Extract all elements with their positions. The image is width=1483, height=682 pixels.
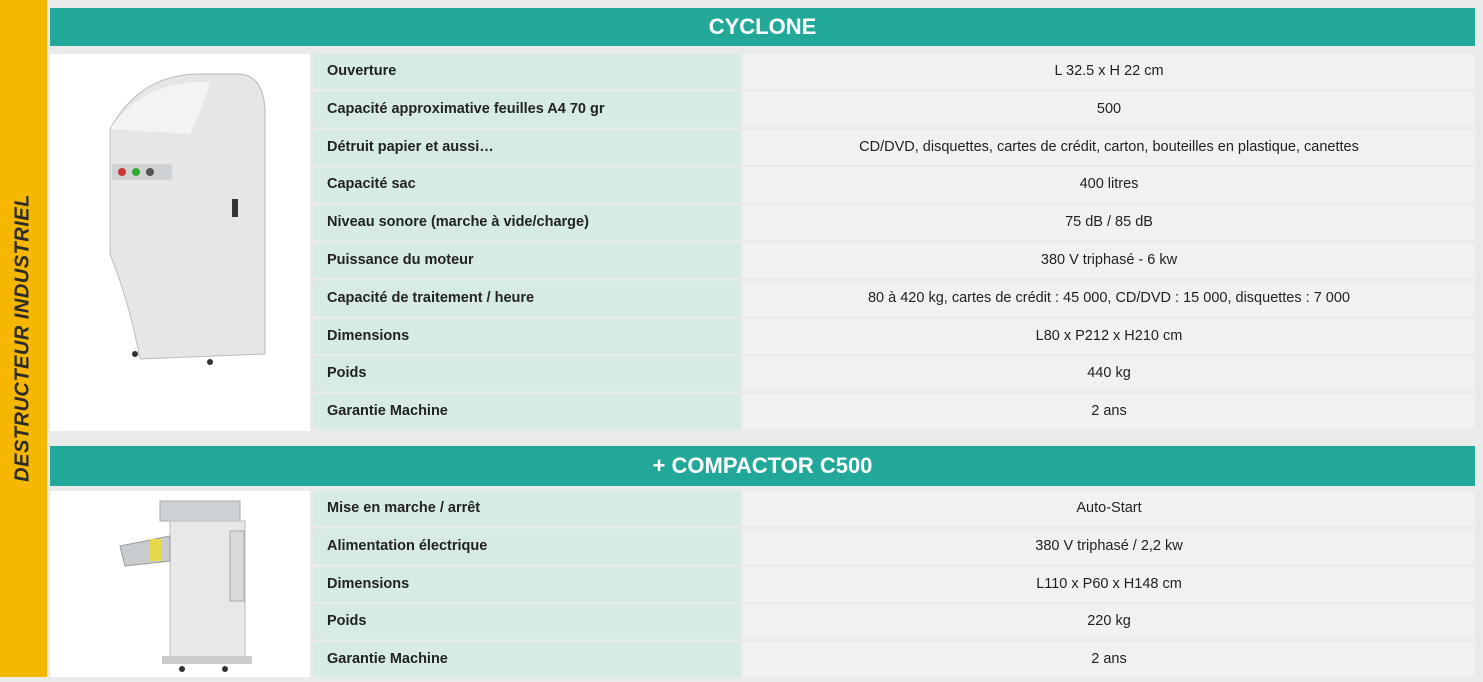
product-image	[50, 54, 310, 431]
row-value: CD/DVD, disquettes, cartes de crédit, ca…	[743, 129, 1475, 165]
row-value: 75 dB / 85 dB	[743, 205, 1475, 241]
row-value: 220 kg	[743, 604, 1475, 640]
product-image	[50, 491, 310, 677]
row-value: 400 litres	[743, 167, 1475, 203]
row-label: Puissance du moteur	[313, 243, 741, 278]
row-label: Garantie Machine	[313, 642, 741, 678]
row-label: Dimensions	[313, 318, 741, 354]
row-value: Auto-Start	[743, 491, 1475, 526]
row-label: Dimensions	[313, 566, 741, 602]
row-value: L80 x P212 x H210 cm	[743, 318, 1475, 354]
row-label: Mise en marche / arrêt	[313, 491, 741, 526]
row-value: 80 à 420 kg, cartes de crédit : 45 000, …	[743, 280, 1475, 316]
row-label: Détruit papier et aussi…	[313, 129, 741, 165]
row-label: Alimentation électrique	[313, 528, 741, 564]
shredder-drawing	[109, 73, 266, 365]
row-value: 2 ans	[743, 642, 1475, 678]
section-title: + COMPACTOR C500	[50, 446, 1475, 486]
row-label: Capacité de traitement / heure	[313, 280, 741, 316]
row-label: Ouverture	[313, 54, 741, 89]
compactor-drawing	[119, 500, 252, 672]
row-value: 380 V triphasé / 2,2 kw	[743, 528, 1475, 564]
side-label: DESTRUCTEUR INDUSTRIEL	[11, 194, 34, 482]
row-value: 380 V triphasé - 6 kw	[743, 243, 1475, 278]
row-label: Poids	[313, 356, 741, 392]
row-value: L110 x P60 x H148 cm	[743, 566, 1475, 602]
row-value: 440 kg	[743, 356, 1475, 392]
row-label: Garantie Machine	[313, 394, 741, 430]
row-label: Niveau sonore (marche à vide/charge)	[313, 205, 741, 241]
section-title: CYCLONE	[50, 8, 1475, 46]
row-label: Capacité approximative feuilles A4 70 gr	[313, 91, 741, 127]
row-label: Capacité sac	[313, 167, 741, 203]
row-label: Poids	[313, 604, 741, 640]
row-value: 500	[743, 91, 1475, 127]
side-bar: DESTRUCTEUR INDUSTRIEL	[0, 0, 47, 677]
row-value: L 32.5 x H 22 cm	[743, 54, 1475, 89]
row-value: 2 ans	[743, 394, 1475, 430]
